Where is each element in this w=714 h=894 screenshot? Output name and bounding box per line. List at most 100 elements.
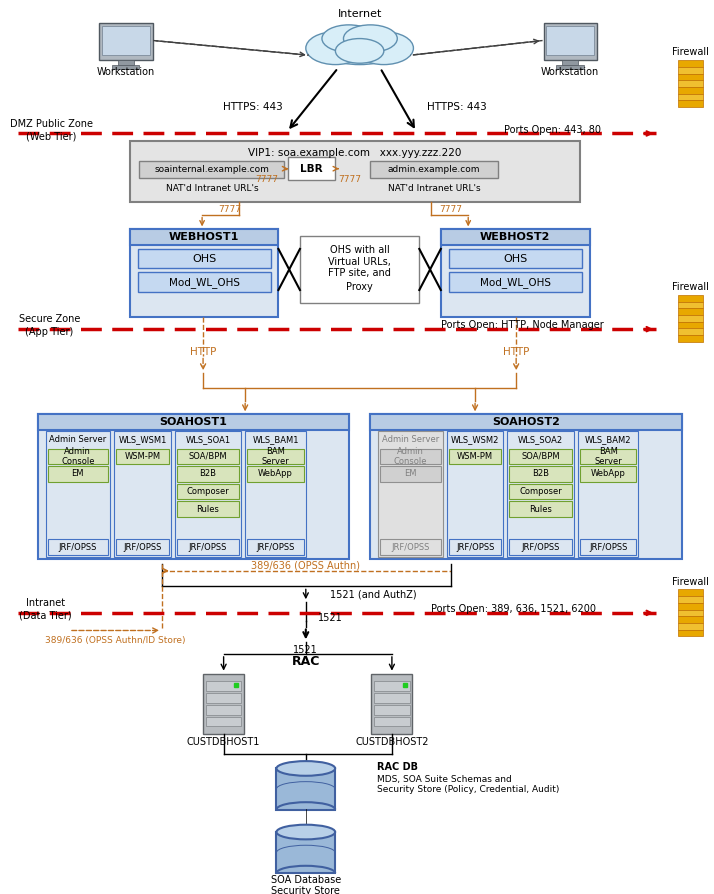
Text: RAC: RAC xyxy=(291,655,320,669)
Bar xyxy=(678,589,703,596)
Text: OHS: OHS xyxy=(503,254,528,264)
Bar xyxy=(546,26,595,55)
Bar xyxy=(678,73,703,80)
Bar xyxy=(678,616,703,623)
Text: Ports Open: 389, 636, 1521, 6200: Ports Open: 389, 636, 1521, 6200 xyxy=(431,604,596,614)
Text: JRF/OPSS: JRF/OPSS xyxy=(391,543,430,552)
Text: WLS_SOA2: WLS_SOA2 xyxy=(518,435,563,444)
Text: 1521: 1521 xyxy=(293,645,318,655)
Bar xyxy=(678,596,703,603)
Bar xyxy=(138,273,271,292)
Bar xyxy=(176,449,239,464)
Bar xyxy=(374,717,410,726)
Bar xyxy=(448,449,501,464)
Bar xyxy=(509,502,572,517)
Ellipse shape xyxy=(322,25,376,52)
Bar xyxy=(371,414,681,430)
Text: HTTP: HTTP xyxy=(190,347,216,357)
Text: DMZ Public Zone: DMZ Public Zone xyxy=(10,119,93,129)
Text: 389/636 (OPSS Authn): 389/636 (OPSS Authn) xyxy=(251,561,361,571)
Text: NAT'd Intranet URL's: NAT'd Intranet URL's xyxy=(388,184,481,193)
Text: Rules: Rules xyxy=(196,505,219,514)
Bar xyxy=(448,539,501,555)
Bar xyxy=(371,673,413,734)
Bar xyxy=(206,704,241,714)
Text: VIP1: soa.example.com   xxx.yyy.zzz.220: VIP1: soa.example.com xxx.yyy.zzz.220 xyxy=(248,148,461,158)
Ellipse shape xyxy=(354,31,413,64)
Bar xyxy=(580,539,636,555)
Bar xyxy=(441,230,590,245)
Bar xyxy=(580,449,636,464)
Text: Firewall: Firewall xyxy=(672,47,709,57)
Bar xyxy=(509,484,572,500)
Bar xyxy=(48,466,109,482)
Text: Admin Server: Admin Server xyxy=(49,435,106,444)
Text: SOA/BPM: SOA/BPM xyxy=(188,451,227,460)
Text: Security Store: Security Store xyxy=(271,886,341,894)
Bar xyxy=(276,832,335,873)
Bar xyxy=(206,681,241,691)
Text: WLS_WSM1: WLS_WSM1 xyxy=(119,435,166,444)
Bar xyxy=(175,431,241,557)
Text: CUSTDBHOST2: CUSTDBHOST2 xyxy=(355,737,428,747)
Bar xyxy=(176,484,239,500)
Bar xyxy=(678,623,703,629)
Text: Composer: Composer xyxy=(519,487,562,496)
Bar xyxy=(130,230,278,245)
Bar xyxy=(245,431,306,557)
Text: JRF/OPSS: JRF/OPSS xyxy=(124,543,161,552)
Ellipse shape xyxy=(276,761,335,776)
Text: RAC DB: RAC DB xyxy=(377,763,418,772)
Bar xyxy=(374,681,410,691)
Text: NAT'd Intranet URL's: NAT'd Intranet URL's xyxy=(166,184,258,193)
Bar xyxy=(678,603,703,610)
Bar xyxy=(378,431,443,557)
Bar xyxy=(300,236,419,303)
Bar xyxy=(678,328,703,335)
Text: WLS_BAM2: WLS_BAM2 xyxy=(585,435,631,444)
Text: LBR: LBR xyxy=(301,164,323,173)
Text: WSM-PM: WSM-PM xyxy=(124,451,161,460)
Bar xyxy=(678,60,703,67)
Bar xyxy=(678,315,703,322)
Bar xyxy=(678,87,703,94)
Bar xyxy=(130,230,278,317)
Bar xyxy=(118,60,134,65)
Bar xyxy=(176,466,239,482)
Bar xyxy=(46,431,110,557)
Bar xyxy=(38,414,349,430)
Text: EM: EM xyxy=(404,469,417,478)
Text: Ports Open: 443, 80: Ports Open: 443, 80 xyxy=(504,124,601,135)
Text: HTTPS: 443: HTTPS: 443 xyxy=(223,102,283,112)
Text: B2B: B2B xyxy=(532,469,549,478)
Text: Security Store (Policy, Credential, Audit): Security Store (Policy, Credential, Audi… xyxy=(377,786,560,795)
Text: HTTPS: 443: HTTPS: 443 xyxy=(426,102,486,112)
Text: JRF/OPSS: JRF/OPSS xyxy=(256,543,295,552)
Bar xyxy=(508,431,574,557)
Text: MDS, SOA Suite Schemas and: MDS, SOA Suite Schemas and xyxy=(377,775,512,784)
Text: 7777: 7777 xyxy=(439,206,462,215)
Bar xyxy=(678,94,703,100)
Bar xyxy=(374,704,410,714)
Bar xyxy=(276,769,335,810)
Bar xyxy=(176,502,239,517)
Bar xyxy=(374,693,410,703)
Bar xyxy=(578,431,638,557)
Text: BAM
Server: BAM Server xyxy=(594,447,622,466)
Bar xyxy=(380,449,441,464)
Bar xyxy=(38,414,349,559)
Text: WEBHOST2: WEBHOST2 xyxy=(480,232,550,242)
Bar xyxy=(678,301,703,308)
Text: Mod_WL_OHS: Mod_WL_OHS xyxy=(480,277,550,288)
Ellipse shape xyxy=(306,31,365,64)
Bar xyxy=(176,539,239,555)
Text: Admin Server: Admin Server xyxy=(382,435,439,444)
Text: EM: EM xyxy=(71,469,84,478)
Bar xyxy=(130,141,580,202)
Text: Admin
Console: Admin Console xyxy=(61,447,94,466)
Text: CUSTDBHOST1: CUSTDBHOST1 xyxy=(187,737,261,747)
Bar xyxy=(562,60,578,65)
Text: Ports Open: HTTP, Node Manager: Ports Open: HTTP, Node Manager xyxy=(441,320,603,330)
Text: 1521: 1521 xyxy=(318,612,342,623)
Text: 1521 (and AuthZ): 1521 (and AuthZ) xyxy=(331,589,417,599)
